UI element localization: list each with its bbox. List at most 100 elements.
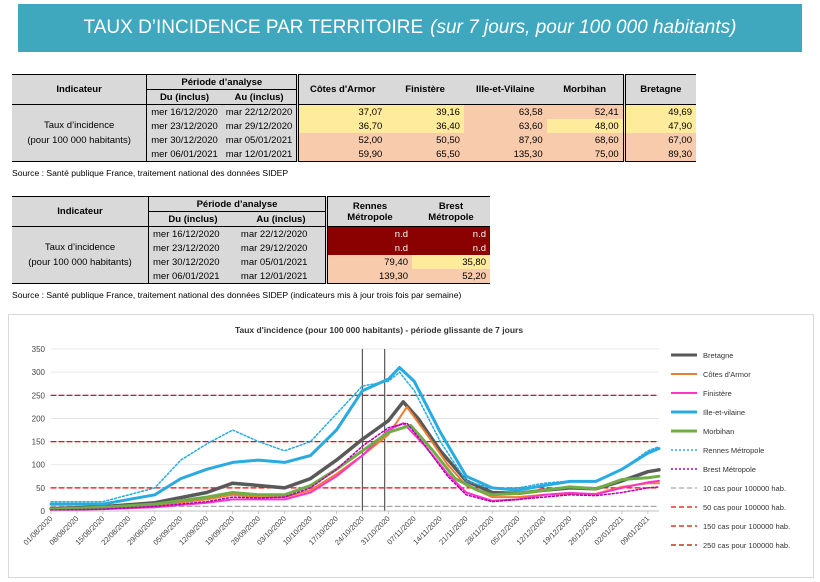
header-col: Morbihan <box>546 74 625 105</box>
value-cell: 48,00 <box>546 119 625 133</box>
header-indicateur: Indicateur <box>12 74 147 105</box>
row-du: mer 23/12/2020 <box>147 241 237 255</box>
row-au: mar 12/01/2021 <box>221 147 298 162</box>
y-tick-label: 300 <box>32 368 46 377</box>
value-cell: 75,00 <box>546 147 625 162</box>
legend-label: Bretagne <box>703 351 733 360</box>
indicator-line2: (pour 100 000 habitants) <box>28 257 132 268</box>
header-col-brest: Brest Métropole <box>412 196 490 227</box>
header-au: Au (inclus) <box>221 89 298 105</box>
series-line <box>49 366 661 506</box>
value-cell: 63,60 <box>463 119 547 133</box>
legend-label: Finistère <box>703 389 732 398</box>
source-note-1: Source : Santé publique France, traiteme… <box>12 168 289 178</box>
series-line <box>50 422 660 511</box>
row-au: mar 22/12/2020 <box>236 226 327 241</box>
row-du: mer 30/12/2020 <box>147 255 237 269</box>
y-tick-label: 100 <box>32 461 46 470</box>
value-cell: 36,40 <box>386 119 464 133</box>
value-cell: 89,30 <box>622 147 696 162</box>
source-note-2: Source : Santé publique France, traiteme… <box>12 290 462 300</box>
value-cell: 37,07 <box>296 104 387 119</box>
value-cell: n.d <box>412 226 490 241</box>
row-du: mer 06/01/2021 <box>147 269 237 284</box>
legend-label: Côtes d'Armor <box>703 370 751 379</box>
legend-label: Ille-et-vilaine <box>703 408 745 417</box>
indicator-label: Taux d’incidence (pour 100 000 habitants… <box>12 226 149 284</box>
indicator-line2: (pour 100 000 habitants) <box>27 135 131 146</box>
header-col: Bretagne <box>622 74 696 105</box>
y-tick-label: 50 <box>36 484 45 493</box>
legend-label: Brest Métropole <box>703 465 756 474</box>
header-line: Brest <box>438 200 464 212</box>
row-du: mer 16/12/2020 <box>146 104 222 119</box>
row-du: mer 16/12/2020 <box>147 226 237 241</box>
indicator-line1: Taux d’incidence <box>44 242 116 253</box>
value-cell: 39,16 <box>386 104 464 119</box>
header-du: Du (inclus) <box>146 89 222 105</box>
incidence-chart: Taux d'incidence (pour 100 000 habitants… <box>8 314 814 578</box>
header-au: Au (inclus) <box>236 211 327 227</box>
series-line <box>50 422 660 512</box>
row-du: mer 06/01/2021 <box>146 147 222 162</box>
banner-subtitle: (sur 7 jours, pour 100 000 habitants) <box>430 17 737 38</box>
row-du: mer 23/12/2020 <box>146 119 222 133</box>
y-tick-label: 150 <box>32 438 46 447</box>
y-tick-label: 0 <box>41 507 46 516</box>
legend-label: Rennes Métropole <box>703 446 764 455</box>
value-cell: n.d <box>325 241 412 255</box>
header-periode: Période d’analyse <box>146 74 298 90</box>
chart-svg: Taux d'incidence (pour 100 000 habitants… <box>22 325 791 550</box>
row-du: mer 30/12/2020 <box>146 133 222 147</box>
value-cell: 68,60 <box>546 133 625 147</box>
value-cell: 35,80 <box>412 255 490 269</box>
header-col: Ille-et-Vilaine <box>463 74 547 105</box>
header-line: Rennes <box>352 200 388 212</box>
y-tick-label: 350 <box>32 345 46 354</box>
value-cell: n.d <box>412 241 490 255</box>
header-line: Métropole <box>428 211 474 223</box>
value-cell: n.d <box>325 226 412 241</box>
y-tick-label: 250 <box>32 391 46 400</box>
value-cell: 67,00 <box>622 133 696 147</box>
row-au: mar 29/12/2020 <box>236 241 327 255</box>
value-cell: 135,30 <box>463 147 547 162</box>
legend-label: 50 cas pour 100000 hab. <box>703 503 786 512</box>
legend-label: 150 cas pour 100000 hab. <box>703 522 790 531</box>
header-col: Côtes d'Armor <box>296 74 387 105</box>
value-cell: 52,41 <box>546 104 625 119</box>
header-periode: Période d’analyse <box>148 196 327 212</box>
header-du: Du (inclus) <box>147 211 237 227</box>
row-au: mar 29/12/2020 <box>221 119 298 133</box>
banner-title: TAUX D’INCIDENCE PAR TERRITOIRE <box>83 17 424 38</box>
indicator-line1: Taux d’incidence <box>43 120 115 131</box>
y-tick-label: 200 <box>32 414 46 423</box>
series-line <box>49 423 661 511</box>
series-line <box>50 405 660 511</box>
value-cell: 36,70 <box>296 119 387 133</box>
value-cell: 47,90 <box>622 119 696 133</box>
row-au: mar 22/12/2020 <box>221 104 298 119</box>
row-au: mar 05/01/2021 <box>236 255 327 269</box>
row-au: mar 05/01/2021 <box>221 133 298 147</box>
header-indicateur: Indicateur <box>12 196 149 227</box>
header-col: Finistère <box>386 74 464 105</box>
legend-label: 250 cas pour 100000 hab. <box>703 541 790 550</box>
value-cell: 87,90 <box>463 133 547 147</box>
value-cell: 79,40 <box>325 255 412 269</box>
header-line: Métropole <box>347 211 393 223</box>
legend-label: Morbihan <box>703 427 734 436</box>
series-line <box>50 371 660 503</box>
header-col-rennes: Rennes Métropole <box>325 196 412 227</box>
value-cell: 52,00 <box>296 133 387 147</box>
legend-label: 10 cas pour 100000 hab. <box>703 484 786 493</box>
incidence-table-departments: Indicateur Période d’analyse Côtes d'Arm… <box>12 74 696 162</box>
value-cell: 50,50 <box>386 133 464 147</box>
value-cell: 52,20 <box>412 269 490 284</box>
row-au: mar 12/01/2021 <box>236 269 327 284</box>
page-banner: TAUX D’INCIDENCE PAR TERRITOIRE (sur 7 j… <box>18 4 802 52</box>
indicator-label: Taux d’incidence (pour 100 000 habitants… <box>12 104 147 162</box>
chart-title: Taux d'incidence (pour 100 000 habitants… <box>235 325 523 335</box>
value-cell: 63,58 <box>463 104 547 119</box>
value-cell: 49,69 <box>622 104 696 119</box>
